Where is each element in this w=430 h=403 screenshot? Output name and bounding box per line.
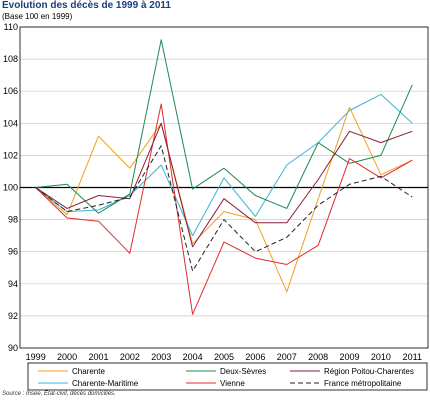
x-tick-label: 2006 xyxy=(245,352,265,362)
x-tick-label: 1999 xyxy=(26,352,46,362)
x-tick-label: 2007 xyxy=(277,352,297,362)
y-tick-label: 98 xyxy=(8,215,18,225)
x-tick-label: 2001 xyxy=(88,352,108,362)
y-tick-label: 90 xyxy=(8,343,18,353)
y-tick-label: 100 xyxy=(3,183,18,193)
legend-label: Charente-Maritime xyxy=(72,379,139,388)
x-tick-label: 2005 xyxy=(214,352,234,362)
y-tick-label: 110 xyxy=(4,22,18,32)
x-tick-label: 2011 xyxy=(403,352,422,362)
y-tick-label: 96 xyxy=(8,247,18,257)
legend-label: Vienne xyxy=(220,379,245,388)
x-tick-label: 2004 xyxy=(183,352,203,362)
y-tick-label: 106 xyxy=(3,86,18,96)
legend-label: Région Poitou-Charentes xyxy=(324,367,414,376)
y-tick-label: 102 xyxy=(3,150,18,160)
legend-label: Deux-Sèvres xyxy=(220,367,266,376)
chart-title: Évolution des décès de 1999 à 2011 xyxy=(2,0,171,11)
series-line-6 xyxy=(35,145,413,272)
x-tick-label: 2009 xyxy=(340,352,360,362)
grid-layer xyxy=(20,26,428,349)
legend-label: Charente xyxy=(72,367,105,376)
series-line-1 xyxy=(35,106,413,293)
x-tick-labels: 1999 2000 2001 2002 2003 2004 2005 2006 2007 2008… xyxy=(26,352,422,362)
y-tick-label: 94 xyxy=(8,279,18,289)
series-line-5 xyxy=(35,122,413,248)
series-line-2 xyxy=(35,93,413,237)
y-tick-label: 104 xyxy=(3,118,18,128)
x-tick-label: 2008 xyxy=(308,352,328,362)
legend: Charente Charente-Maritime Deux-Sèvres Vien… xyxy=(27,362,428,391)
x-tick-label: 2000 xyxy=(57,352,77,362)
x-tick-label: 2010 xyxy=(371,352,391,362)
x-tick-label: 2002 xyxy=(120,352,140,362)
y-tick-label: 92 xyxy=(8,311,18,321)
chart-subtitle: (Base 100 en 1999) xyxy=(2,12,73,21)
x-tick-label: 2003 xyxy=(151,352,171,362)
source-note: Source : Insee, État-civil, décès domici… xyxy=(2,391,116,397)
y-tick-label: 108 xyxy=(3,54,18,64)
plot-frame xyxy=(19,26,429,349)
legend-label: France métropolitaine xyxy=(324,379,402,388)
y-tick-labels: 90 92 94 96 98 100 102 104 106 108 110 xyxy=(3,22,18,353)
plot-border xyxy=(19,26,429,349)
series-line-3 xyxy=(35,39,413,214)
legend-box xyxy=(27,362,428,391)
series-line-4 xyxy=(35,103,413,315)
series-layer xyxy=(35,39,413,315)
